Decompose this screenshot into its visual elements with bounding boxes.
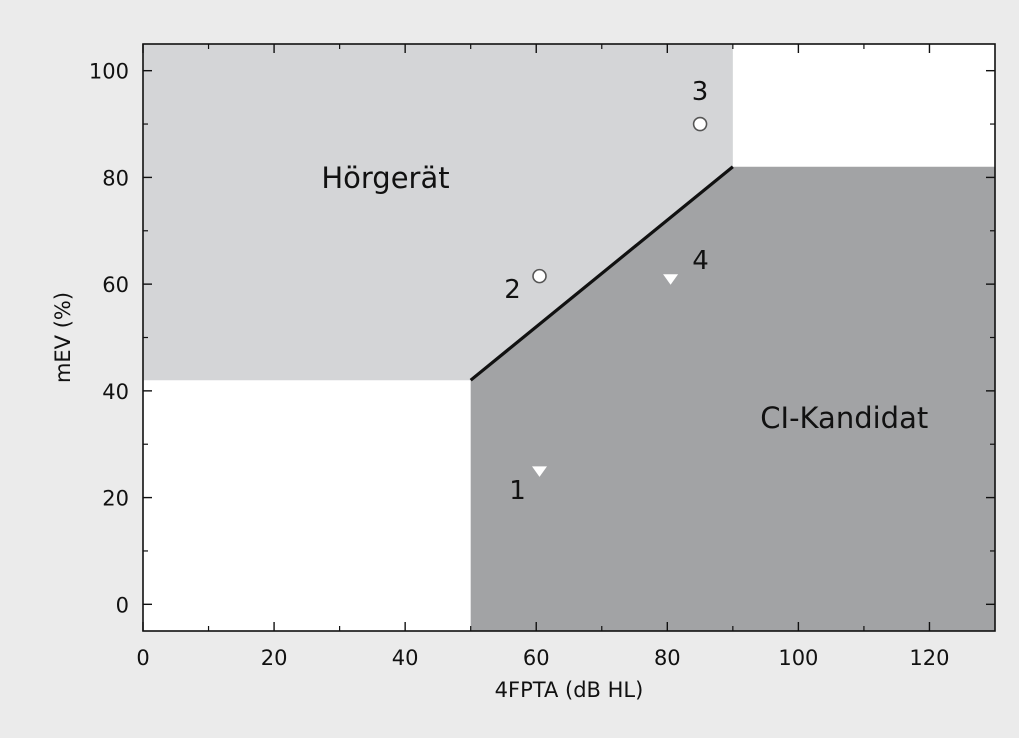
x-tick-label: 120	[909, 646, 949, 670]
y-tick-label: 100	[89, 60, 129, 84]
x-tick-label: 0	[136, 646, 149, 670]
data-point-label: 1	[509, 476, 526, 506]
text-layer: 0 20 40 60 80 100 120 0 20 40 60 80 100 4FPTA (dB HL)…	[51, 60, 950, 702]
data-point-label: 3	[692, 77, 709, 107]
data-point-4	[663, 274, 679, 285]
data-point-label: 4	[692, 246, 709, 276]
boundary-line	[469, 165, 734, 382]
data-point-2	[532, 268, 547, 284]
x-tick-label: 60	[523, 646, 550, 670]
regions-layer	[143, 44, 995, 631]
x-tick-label: 40	[392, 646, 419, 670]
y-axis-title: mEV (%)	[51, 292, 75, 383]
axes-layer	[142, 43, 996, 632]
x-tick-label: 80	[654, 646, 681, 670]
y-tick-label: 20	[102, 487, 129, 511]
data-point-3	[692, 116, 708, 132]
chart-svg: 0 20 40 60 80 100 120 0 20 40 60 80 100 4FPTA (dB HL)…	[51, 43, 996, 702]
region-hoergeraet	[143, 44, 733, 381]
region-label-ci-kandidat: CI-Kandidat	[760, 401, 928, 435]
y-tick-label: 40	[102, 380, 129, 404]
x-tick-label: 20	[261, 646, 288, 670]
x-axis-title: 4FPTA (dB HL)	[495, 678, 644, 702]
x-tick-label: 100	[778, 646, 818, 670]
boundary-layer	[469, 165, 734, 382]
chart-figure: 0 20 40 60 80 100 120 0 20 40 60 80 100 4FPTA (dB HL)…	[8, 7, 1009, 729]
region-label-hoergeraet: Hörgerät	[321, 161, 449, 195]
y-tick-label: 0	[116, 593, 129, 617]
region-ci-kandidat	[470, 166, 995, 631]
y-tick-label: 80	[102, 166, 129, 190]
data-point-1	[532, 466, 548, 477]
y-tick-label: 60	[102, 273, 129, 297]
data-point-label: 2	[504, 275, 521, 305]
points-layer	[532, 116, 708, 477]
